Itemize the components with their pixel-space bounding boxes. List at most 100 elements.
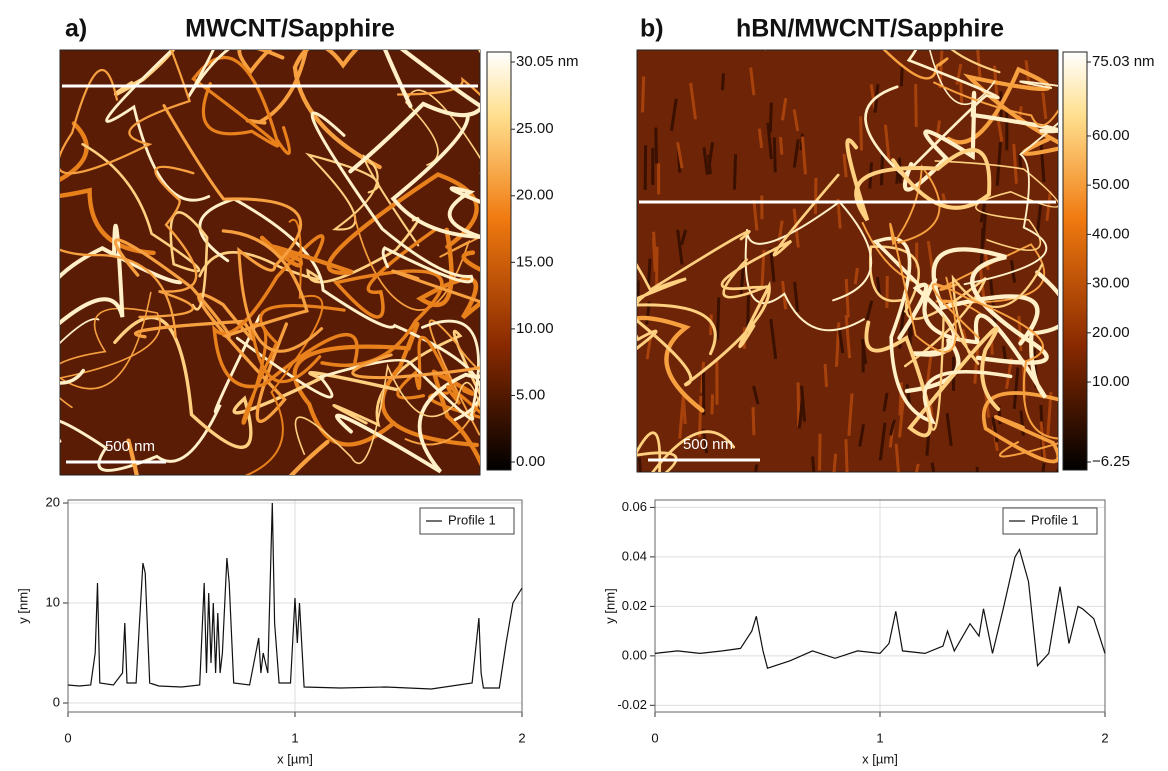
texture-streak: [853, 267, 859, 285]
colorbar: [486, 51, 512, 471]
texture-streak: [800, 136, 807, 175]
texture-streak: [1056, 469, 1058, 472]
texture-streak: [926, 240, 935, 272]
texture-streak: [899, 64, 904, 87]
x-tick-label: 0: [651, 730, 658, 745]
nanotube: [320, 227, 444, 368]
nanotube: [212, 234, 359, 389]
texture-streak: [847, 393, 854, 436]
nanotube: [720, 173, 840, 299]
colorbar-label: 5.00: [516, 386, 545, 403]
texture-streak: [707, 154, 712, 175]
nanotube: [931, 247, 1049, 365]
legend-label: Profile 1: [1031, 512, 1079, 527]
texture-streak: [837, 327, 845, 354]
y-tick-label: 0.02: [622, 598, 647, 613]
texture-streak: [858, 424, 865, 447]
texture-streak: [716, 297, 721, 340]
texture-streak: [702, 147, 709, 175]
texture-streak: [844, 314, 852, 359]
texture-streak: [1039, 138, 1046, 183]
nanotube: [351, 269, 480, 380]
nanotube: [963, 80, 1058, 286]
nanotube: [637, 280, 771, 387]
x-axis-label: x [µm]: [277, 751, 313, 766]
texture-streak: [955, 63, 963, 85]
nanotube: [889, 164, 957, 353]
colorbar-label: 50.00: [1092, 176, 1130, 193]
texture-streak: [915, 463, 920, 472]
colorbar: [1062, 51, 1088, 471]
x-tick-label: 1: [876, 730, 883, 745]
texture-streak: [766, 122, 773, 160]
nanotube: [416, 227, 480, 320]
y-tick-label: 0.04: [622, 548, 647, 563]
texture-streak: [880, 151, 885, 186]
y-tick-label: 10: [46, 594, 60, 609]
y-tick-label: -0.02: [617, 697, 647, 712]
nanotube: [348, 50, 480, 174]
panel-label: a): [65, 15, 87, 43]
texture-streak: [894, 443, 900, 472]
texture-streak: [654, 246, 659, 291]
nanotube: [934, 160, 1058, 252]
nanotube: [241, 304, 346, 425]
texture-streak: [875, 276, 882, 296]
nanotube: [237, 50, 309, 125]
texture-streak: [973, 347, 980, 384]
texture-streak: [689, 82, 697, 120]
nanotube: [933, 81, 1058, 127]
colorbar-label: 30.00: [1092, 275, 1130, 292]
y-tick-label: 0.06: [622, 499, 647, 514]
nanotube: [60, 248, 177, 339]
x-tick-label: 2: [1101, 730, 1108, 745]
texture-streak: [1018, 152, 1023, 170]
afm-texture: [60, 50, 480, 475]
texture-streak: [811, 456, 816, 472]
x-tick-label: 1: [291, 730, 298, 745]
x-tick-label: 0: [64, 730, 71, 745]
texture-streak: [844, 439, 849, 472]
colorbar-label: 0.00: [516, 453, 545, 470]
texture-streak: [935, 120, 941, 142]
texture-streak: [1036, 203, 1043, 234]
y-tick-label: 20: [46, 494, 60, 509]
scale-bar-label: 500 nm: [683, 436, 733, 453]
nanotube: [353, 214, 480, 311]
profile-line: [654, 548, 1106, 669]
nanotube: [60, 291, 161, 409]
texture-streak: [797, 400, 804, 429]
texture-streak: [1046, 392, 1053, 437]
nanotube: [113, 229, 309, 339]
colorbar-label: −6.25: [1092, 453, 1130, 470]
texture-streak: [1041, 92, 1048, 120]
plot-frame: [654, 499, 1106, 713]
texture-streak: [676, 229, 684, 265]
colorbar-label: 20.00: [516, 187, 554, 204]
nanotube: [982, 391, 1058, 464]
texture-streak: [945, 413, 953, 447]
y-axis-label: y [nm]: [602, 588, 617, 623]
nanotube: [431, 369, 480, 467]
texture-streak: [769, 318, 778, 360]
texture-streak: [654, 127, 658, 164]
texture-streak: [975, 466, 979, 472]
texture-streak: [652, 231, 656, 247]
scale-bar-label: 500 nm: [105, 438, 155, 455]
y-tick-label: 0.00: [622, 647, 647, 662]
nanotube: [292, 50, 382, 170]
texture-streak: [889, 418, 896, 436]
panel-label: b): [640, 15, 664, 43]
nanotube: [294, 363, 480, 464]
y-tick-label: 0: [53, 694, 60, 709]
nanotube: [637, 315, 705, 413]
nanotube: [235, 319, 480, 421]
texture-streak: [779, 136, 784, 155]
texture-streak: [1012, 143, 1018, 184]
texture-streak: [865, 300, 874, 321]
texture-streak: [859, 116, 864, 151]
nanotube: [897, 282, 961, 394]
texture-streak: [883, 124, 891, 162]
texture-streak: [769, 248, 776, 282]
x-tick-label: 2: [518, 730, 525, 745]
